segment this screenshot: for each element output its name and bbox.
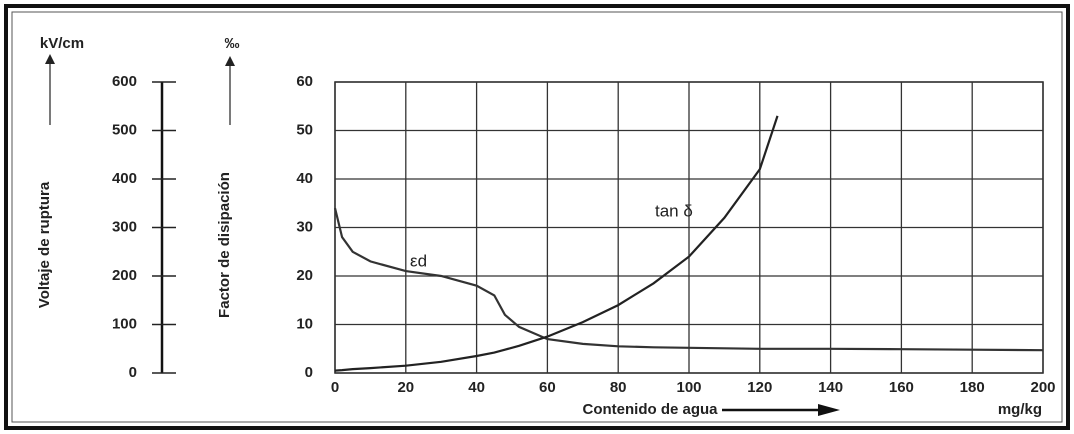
y-tick-label: 50 <box>296 121 313 138</box>
y2-unit: kV/cm <box>40 35 84 52</box>
x-tick-label: 180 <box>960 379 985 396</box>
arrow-head <box>818 404 840 416</box>
x-tick-label: 120 <box>747 379 772 396</box>
x-axis-label: Contenido de agua <box>583 401 719 418</box>
y2-tick-label: 300 <box>112 218 137 235</box>
y-tick-label: 10 <box>296 315 313 332</box>
series-label: εd <box>410 251 427 270</box>
x-tick-label: 20 <box>397 379 414 396</box>
y2-tick-label: 500 <box>112 121 137 138</box>
y-tick-label: 40 <box>296 170 313 187</box>
y-unit: ‰ <box>225 35 240 52</box>
x-unit: mg/kg <box>998 401 1042 418</box>
inner-frame <box>11 11 1063 423</box>
x-tick-label: 160 <box>889 379 914 396</box>
frame <box>4 4 1070 430</box>
y2-axis-label: Voltaje de ruptura <box>36 181 53 308</box>
y2-tick-label: 100 <box>112 315 137 332</box>
series-line <box>333 207 1044 352</box>
y2-tick-label: 200 <box>112 267 137 284</box>
x-tick-label: 200 <box>1030 379 1055 396</box>
x-tick-label: 100 <box>676 379 701 396</box>
x-tick-label: 80 <box>610 379 627 396</box>
arrow-head <box>225 56 235 66</box>
series-line <box>334 115 779 372</box>
y-axis-label: Factor de disipación <box>216 172 233 318</box>
y-tick-label: 60 <box>296 73 313 90</box>
y2-tick-label: 600 <box>112 73 137 90</box>
series-label: tan δ <box>655 201 693 220</box>
x-tick-label: 40 <box>468 379 485 396</box>
y-tick-label: 30 <box>296 218 313 235</box>
y2-tick-label: 400 <box>112 170 137 187</box>
y-tick-label: 0 <box>305 364 313 381</box>
x-tick-label: 60 <box>539 379 556 396</box>
x-tick-label: 140 <box>818 379 843 396</box>
x-tick-label: 0 <box>331 379 339 396</box>
y-tick-label: 20 <box>296 267 313 284</box>
arrow-head <box>45 54 55 64</box>
y2-tick-label: 0 <box>129 364 137 381</box>
